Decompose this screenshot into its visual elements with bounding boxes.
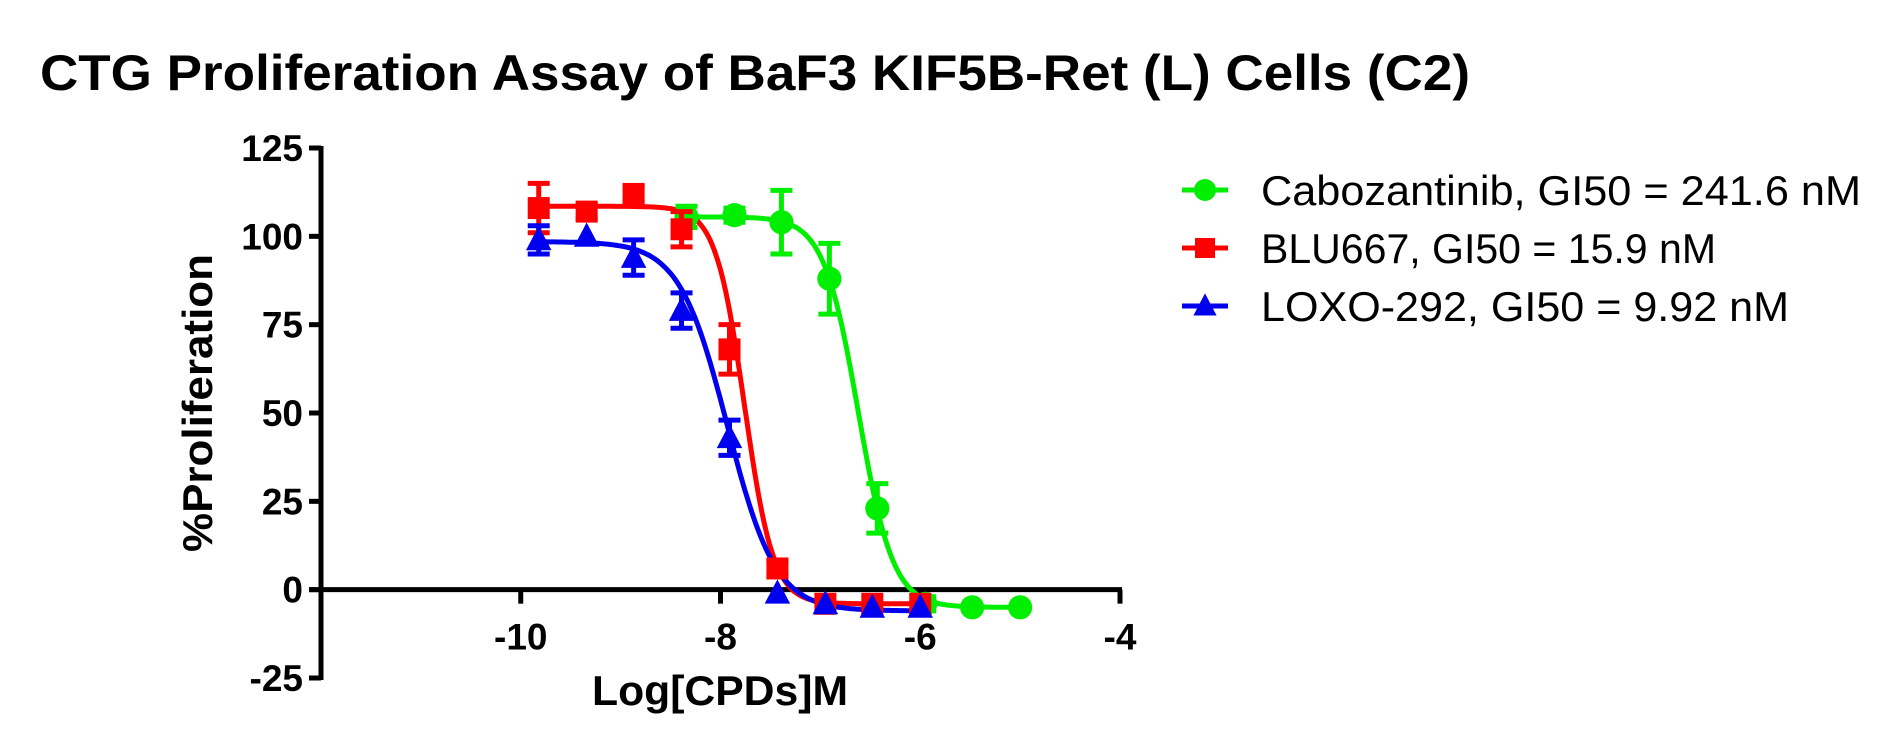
data-point bbox=[620, 243, 647, 268]
data-point bbox=[716, 423, 743, 449]
chart-title: CTG Proliferation Assay of BaF3 KIF5B-Re… bbox=[40, 45, 1470, 101]
legend-item: BLU667, GI50 = 15.9 nM bbox=[1182, 225, 1716, 272]
legend-marker bbox=[1194, 179, 1216, 201]
data-point bbox=[718, 338, 741, 361]
y-tick-label: 75 bbox=[262, 305, 303, 346]
data-point bbox=[817, 266, 842, 291]
data-point bbox=[573, 222, 600, 247]
legend-label: BLU667, GI50 = 15.9 nM bbox=[1261, 225, 1716, 272]
data-point bbox=[722, 203, 747, 228]
data-point bbox=[670, 218, 693, 241]
legend-label: LOXO-292, GI50 = 9.92 nM bbox=[1261, 283, 1789, 330]
legend-marker bbox=[1195, 238, 1215, 258]
data-point bbox=[865, 496, 890, 521]
x-tick-label: -10 bbox=[494, 617, 547, 658]
y-tick-label: -25 bbox=[250, 658, 303, 699]
data-point bbox=[527, 197, 550, 220]
legend-label: Cabozantinib, GI50 = 241.6 nM bbox=[1261, 167, 1861, 214]
data-point bbox=[769, 210, 794, 235]
y-tick-label: 25 bbox=[262, 481, 303, 522]
data-point bbox=[525, 226, 552, 251]
axes: -25 0 25 50 75 100 125 -10 -8 -6 -4 bbox=[241, 128, 1137, 699]
data-point bbox=[1008, 595, 1033, 620]
fit-curve bbox=[538, 203, 921, 607]
data-point bbox=[766, 557, 789, 580]
y-tick-label: 100 bbox=[241, 216, 303, 257]
y-tick-label: 0 bbox=[282, 570, 303, 611]
x-tick-label: -6 bbox=[904, 617, 937, 658]
x-axis-title: Log[CPDs]M bbox=[592, 667, 848, 714]
y-axis-title: %Proliferation bbox=[174, 254, 221, 552]
data-point bbox=[859, 593, 886, 618]
legend-item: Cabozantinib, GI50 = 241.6 nM bbox=[1182, 167, 1861, 214]
data-point bbox=[764, 579, 791, 604]
legend-marker bbox=[1193, 293, 1217, 316]
x-tick-label: -8 bbox=[704, 617, 737, 658]
data-point bbox=[575, 200, 598, 223]
legend: Cabozantinib, GI50 = 241.6 nM BLU667, GI5… bbox=[1182, 167, 1861, 330]
data-point bbox=[668, 296, 695, 321]
x-tick-label: -4 bbox=[1104, 617, 1137, 658]
data-point bbox=[907, 593, 934, 618]
data-points bbox=[525, 180, 1033, 620]
fit-curve bbox=[686, 214, 1021, 610]
legend-item: LOXO-292, GI50 = 9.92 nM bbox=[1182, 283, 1789, 330]
data-point bbox=[960, 595, 985, 620]
y-tick-label: 125 bbox=[241, 128, 303, 169]
data-point bbox=[812, 589, 839, 615]
fit-curves bbox=[538, 203, 1021, 614]
data-point bbox=[622, 182, 645, 205]
y-tick-label: 50 bbox=[262, 393, 303, 434]
